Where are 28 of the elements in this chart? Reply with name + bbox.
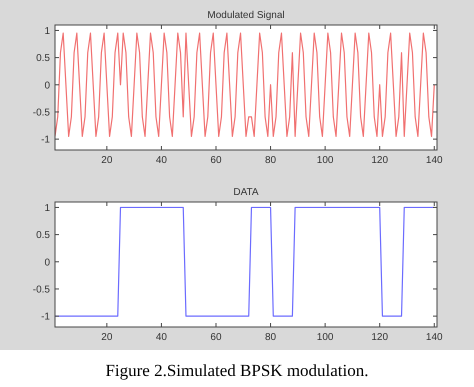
y-tick-label: 1 xyxy=(44,26,50,37)
line-series xyxy=(55,32,435,138)
x-tick-label: 40 xyxy=(156,332,168,343)
x-tick-label: 80 xyxy=(264,332,277,343)
y-tick-label: -0.5 xyxy=(32,284,50,296)
chart-title: DATA xyxy=(233,187,259,198)
x-tick-label: 80 xyxy=(264,155,277,166)
x-tick-label: 20 xyxy=(101,332,113,343)
y-tick-label: -0.5 xyxy=(32,107,50,118)
x-tick-label: 60 xyxy=(210,332,222,343)
x-tick-label: 120 xyxy=(371,332,388,343)
x-tick-label: 20 xyxy=(101,155,113,166)
chart-title: Modulated Signal xyxy=(207,10,285,21)
y-tick-label: -1 xyxy=(41,312,50,323)
x-tick-label: 100 xyxy=(316,332,334,343)
x-tick-label: 120 xyxy=(371,155,388,166)
y-tick-label: 0.5 xyxy=(36,53,50,64)
y-tick-label: 0 xyxy=(44,80,50,92)
x-tick-label: 60 xyxy=(210,155,222,166)
x-tick-label: 140 xyxy=(426,332,444,343)
y-tick-label: 0.5 xyxy=(36,230,50,242)
y-tick-label: 0 xyxy=(44,257,50,268)
caption: Figure 2.Simulated BPSK modulation. xyxy=(105,361,369,380)
y-tick-label: -1 xyxy=(41,134,50,146)
y-tick-label: 1 xyxy=(44,202,50,214)
x-tick-label: 100 xyxy=(316,155,334,166)
x-tick-label: 40 xyxy=(156,155,168,166)
x-tick-label: 140 xyxy=(426,155,444,166)
